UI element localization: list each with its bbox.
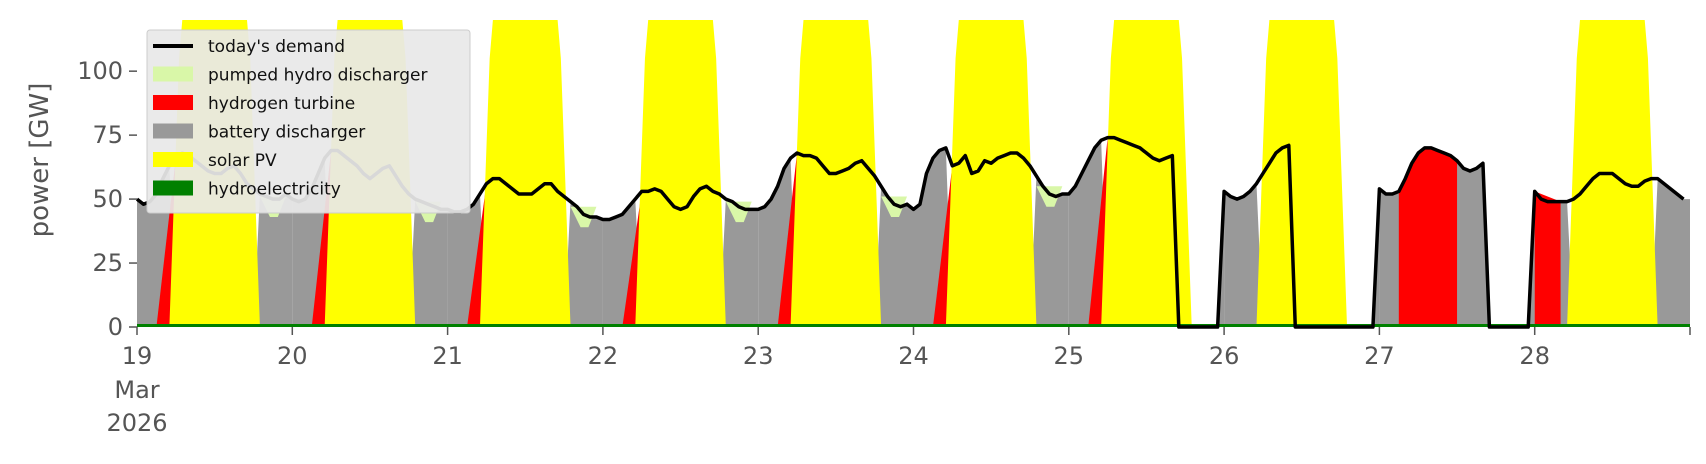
legend-swatch [153, 95, 193, 110]
x-tick-label: 23 [743, 342, 774, 370]
solar-area [1256, 20, 1348, 327]
y-tick-label: 75 [92, 121, 123, 149]
day-22-areas [602, 20, 759, 327]
x-tick-label: 25 [1054, 342, 1085, 370]
solar-area [945, 20, 1037, 327]
hydrogen-area [1534, 191, 1561, 327]
legend-swatch [153, 123, 193, 139]
legend-box [146, 29, 471, 214]
solar-area [1101, 20, 1192, 327]
y-tick-label: 25 [92, 249, 123, 277]
axes: 0 25 50 75 100 19 Mar 2026 20 21 22 23 24 25 26 27 28 [77, 57, 1691, 437]
legend-swatch [153, 66, 193, 82]
legend-label: battery discharger [208, 123, 365, 143]
x-tick-label: 24 [898, 342, 929, 370]
legend-label: pumped hydro discharger [208, 66, 427, 86]
solar-area [479, 20, 571, 327]
hydrogen-area [1398, 147, 1458, 327]
day-21-areas [447, 20, 603, 327]
pumped-hydro-area [725, 201, 752, 223]
day-25-areas [1068, 20, 1225, 327]
y-tick-label: 50 [92, 185, 123, 213]
legend-label: hydrogen turbine [208, 94, 355, 114]
x-tick-label: 27 [1364, 342, 1395, 370]
x-tick-label: 21 [432, 342, 463, 370]
y-tick-label: 0 [108, 313, 123, 341]
day-27-areas [1379, 147, 1535, 327]
day-26-areas [1224, 20, 1380, 327]
x-tick-label: 20 [277, 342, 308, 370]
legend-swatch [153, 152, 193, 167]
hydrogen-area [1088, 137, 1108, 327]
x-tick-label: 19 [122, 342, 153, 370]
legend-label: today's demand [208, 37, 345, 57]
y-axis-label: power [GW] [25, 83, 55, 238]
pumped-hydro-area [881, 196, 908, 217]
pumped-hydro-area [570, 206, 597, 228]
day-24-areas [913, 20, 1069, 327]
x-tick-sublabel: 2026 [106, 409, 167, 437]
hydroelectricity-area [137, 324, 1690, 327]
legend-label: solar PV [208, 151, 277, 171]
y-tick-label: 100 [77, 57, 123, 85]
plot-area [135, 20, 1690, 329]
x-tick-label: 22 [588, 342, 619, 370]
x-tick-label: 26 [1209, 342, 1240, 370]
solar-area [635, 20, 726, 327]
legend-label: hydroelectricity [208, 180, 341, 200]
x-tick-sublabel: Mar [114, 376, 159, 404]
legend-swatch [153, 180, 193, 196]
x-tick-label: 28 [1519, 342, 1550, 370]
legend: today's demand pumped hydro discharger hyd… [146, 29, 471, 214]
pumped-hydro-area [1036, 186, 1063, 207]
